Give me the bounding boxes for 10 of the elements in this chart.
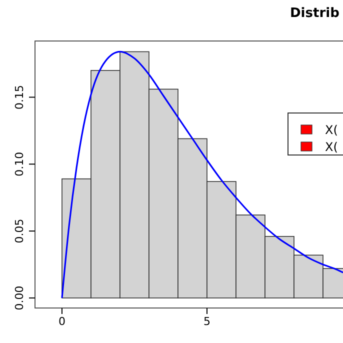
y-tick-label: 0.05 bbox=[13, 218, 26, 244]
annotation: X( bbox=[325, 140, 338, 154]
y-tick-label: 0.10 bbox=[13, 152, 26, 176]
x-tick-label: 0 bbox=[58, 314, 66, 328]
annotation: X( bbox=[325, 123, 338, 137]
y-tick-label: 0.00 bbox=[13, 286, 26, 310]
line-series bbox=[61, 50, 343, 299]
x-tick-label: 5 bbox=[203, 314, 210, 328]
chart-title: Distrib bbox=[290, 6, 340, 21]
y-tick-label: 0.15 bbox=[13, 84, 26, 110]
